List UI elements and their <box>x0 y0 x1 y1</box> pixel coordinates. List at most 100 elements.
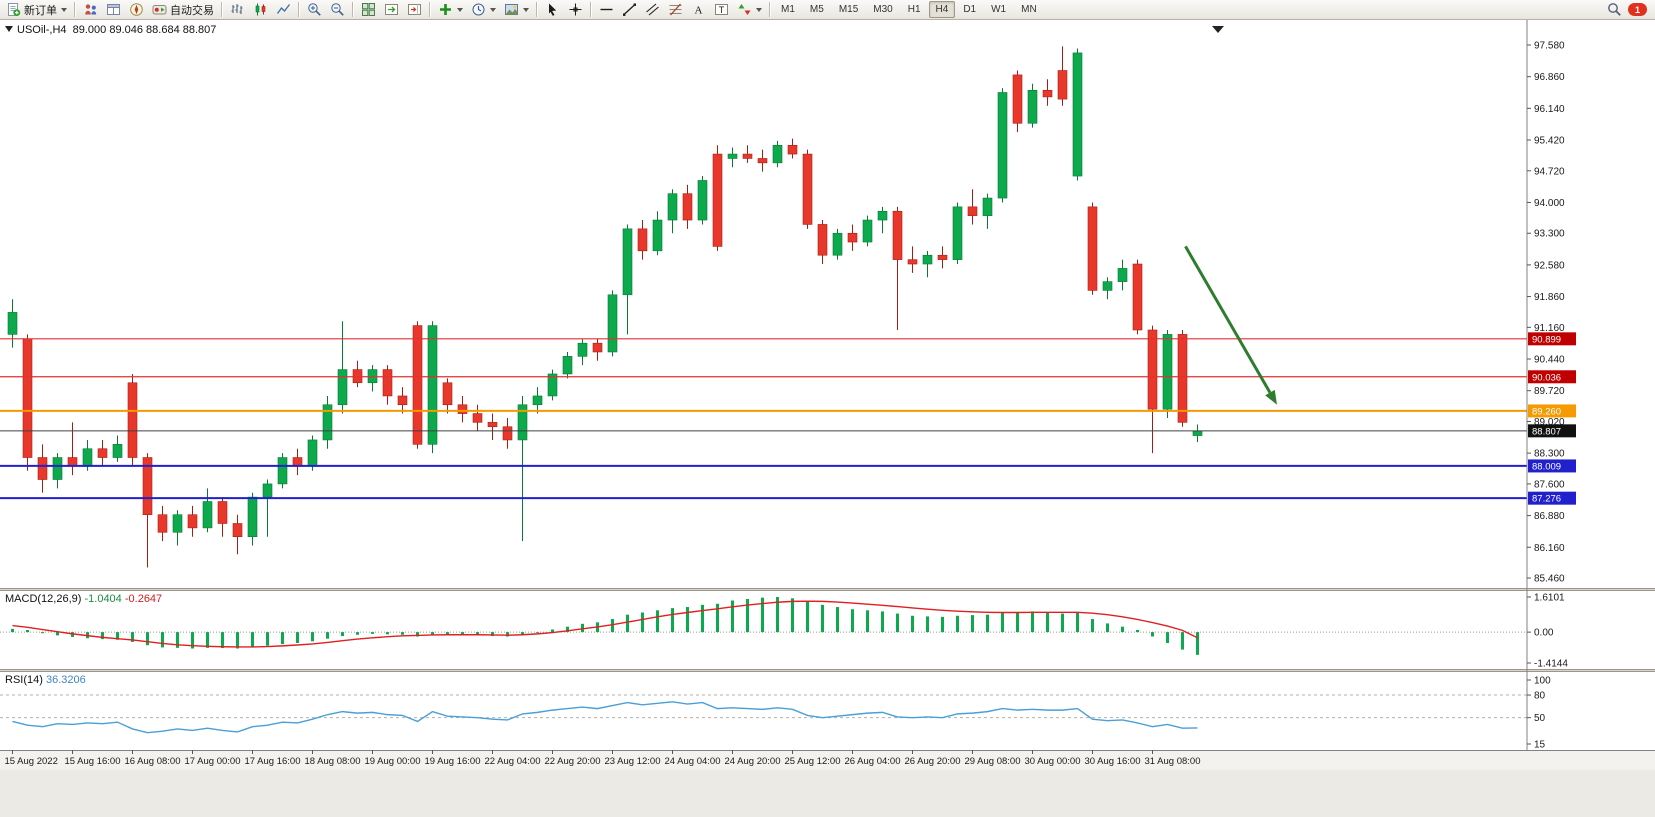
symbol-name: USOil-,H4 <box>17 24 67 36</box>
candle <box>937 246 948 269</box>
fibonacci-button[interactable] <box>664 0 687 20</box>
candle <box>457 395 468 423</box>
text-label-button[interactable]: T <box>710 0 733 20</box>
auto-scroll-button[interactable] <box>380 0 403 20</box>
timeframe-w1-button[interactable]: W1 <box>991 4 1007 15</box>
market-watch-button[interactable] <box>79 0 102 20</box>
candle <box>967 189 978 225</box>
macd-title: MACD(12,26,9) <box>5 593 82 605</box>
data-window-button[interactable] <box>102 0 125 20</box>
svg-text:23 Aug 12:00: 23 Aug 12:00 <box>605 756 661 767</box>
svg-text:24 Aug 04:00: 24 Aug 04:00 <box>665 756 721 767</box>
tile-windows-icon <box>361 2 376 17</box>
svg-text:92.580: 92.580 <box>1534 260 1565 271</box>
candle <box>322 395 333 449</box>
trendline-icon <box>622 2 637 17</box>
crosshair-button[interactable] <box>564 0 587 20</box>
chart-window[interactable]: 97.580 96.860 96.140 95.420 94.720 94.000 93.3… <box>0 20 1655 817</box>
channel-button[interactable] <box>641 0 664 20</box>
scroll-to-end-marker[interactable] <box>1212 26 1224 33</box>
market-watch-icon <box>83 2 98 17</box>
svg-text:87.600: 87.600 <box>1534 479 1565 490</box>
svg-text:A: A <box>695 5 703 17</box>
svg-text:17 Aug 16:00: 17 Aug 16:00 <box>245 756 301 767</box>
search-icon[interactable] <box>1607 2 1622 17</box>
arrows-button[interactable] <box>733 0 766 20</box>
svg-text:19 Aug 16:00: 19 Aug 16:00 <box>425 756 481 767</box>
svg-text:94.000: 94.000 <box>1534 198 1565 209</box>
zoom-in-button[interactable] <box>303 0 326 20</box>
timeframe-m1-button[interactable]: M1 <box>781 4 795 15</box>
svg-text:0.00: 0.00 <box>1534 628 1554 639</box>
templates-button[interactable] <box>500 0 533 20</box>
pane-splitters[interactable] <box>0 588 1655 751</box>
hline-icon <box>599 2 614 17</box>
cursor-button[interactable] <box>541 0 564 20</box>
timeframe-m15-button[interactable]: M15 <box>838 4 859 15</box>
timeframe-m5-button[interactable]: M5 <box>809 4 824 15</box>
periods-button[interactable] <box>467 0 500 20</box>
candle <box>247 492 258 546</box>
new-order-button[interactable]: 新订单 <box>2 0 71 20</box>
navigator-icon <box>129 2 144 17</box>
timeframe-h4-button[interactable]: H4 <box>928 1 956 18</box>
chevron-down-icon <box>61 7 67 12</box>
candle <box>1132 259 1143 335</box>
candlestick-chart-button[interactable] <box>249 0 272 20</box>
timeframe-m30-button[interactable]: M30 <box>873 4 893 15</box>
svg-text:26 Aug 04:00: 26 Aug 04:00 <box>845 756 901 767</box>
trendline-button[interactable] <box>618 0 641 20</box>
price-axis[interactable]: 97.580 96.860 96.140 95.420 94.720 94.000 93.3… <box>1526 20 1576 750</box>
new-order-label: 新订单 <box>24 4 57 17</box>
candle <box>1162 329 1173 418</box>
line-chart-button[interactable] <box>272 0 295 20</box>
candle <box>52 453 63 489</box>
candle <box>772 140 783 168</box>
notification-badge[interactable]: 1 <box>1628 3 1647 16</box>
zoom-out-button[interactable] <box>326 0 349 20</box>
timeframe-mn-button[interactable]: MN <box>1021 4 1037 15</box>
candle <box>397 387 408 414</box>
add-indicator-button[interactable] <box>434 0 467 20</box>
text-icon: A <box>691 2 706 17</box>
candlestick-series <box>7 46 1203 568</box>
svg-text:86.880: 86.880 <box>1534 511 1565 522</box>
text-button[interactable]: A <box>687 0 710 20</box>
candle <box>1087 202 1098 295</box>
svg-text:96.140: 96.140 <box>1534 104 1565 115</box>
candle <box>982 193 993 229</box>
horizontal-price-lines[interactable] <box>0 338 1527 500</box>
tile-windows-button[interactable] <box>357 0 380 20</box>
toolbar-separator <box>221 2 223 17</box>
cursor-icon <box>545 2 560 17</box>
timeframe-d1-button[interactable]: D1 <box>963 4 977 15</box>
svg-text:30 Aug 16:00: 30 Aug 16:00 <box>1085 756 1141 767</box>
navigator-button[interactable] <box>125 0 148 20</box>
candle <box>787 138 798 159</box>
arrow-annotation[interactable] <box>1184 245 1278 405</box>
candle <box>622 224 633 335</box>
chart-shift-button[interactable] <box>403 0 426 20</box>
timeframe-h1-button[interactable]: H1 <box>907 4 921 15</box>
svg-text:90.440: 90.440 <box>1534 355 1565 366</box>
svg-text:26 Aug 20:00: 26 Aug 20:00 <box>905 756 961 767</box>
candle <box>172 510 183 546</box>
svg-text:80: 80 <box>1534 691 1546 702</box>
timeframe-toolbar: M1 M5 M15 M30 H1 H4 D1 W1 MN <box>774 1 1044 18</box>
candle <box>532 387 543 414</box>
chart-canvas[interactable]: 97.580 96.860 96.140 95.420 94.720 94.000 93.3… <box>0 20 1655 817</box>
zoom-in-icon <box>307 2 322 17</box>
auto-trading-button[interactable]: 自动交易 <box>148 0 218 20</box>
candle <box>187 505 198 537</box>
one-click-trading-arrow-icon[interactable] <box>5 26 13 32</box>
horizontal-line-button[interactable] <box>595 0 618 20</box>
chevron-down-icon <box>457 7 463 12</box>
candle <box>22 334 33 471</box>
candle <box>352 360 363 388</box>
candle <box>637 220 648 260</box>
svg-text:15 Aug 2022: 15 Aug 2022 <box>5 756 58 767</box>
candlestick-icon <box>253 2 268 17</box>
bar-chart-button[interactable] <box>226 0 249 20</box>
time-axis[interactable]: 15 Aug 2022 15 Aug 16:00 16 Aug 08:00 17 Au… <box>5 750 1201 767</box>
candle <box>952 202 963 265</box>
